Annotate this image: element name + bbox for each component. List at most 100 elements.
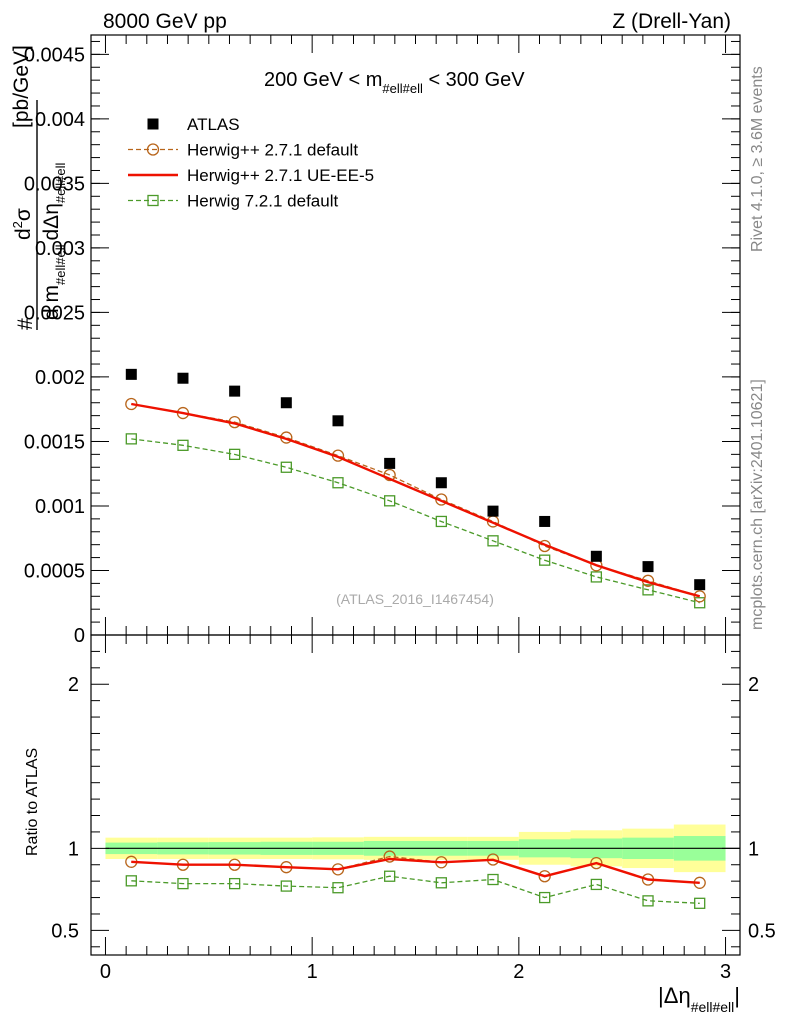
ratio-xtick-label: 2 xyxy=(513,961,524,983)
main-ytick-label: 0 xyxy=(74,625,85,647)
ratio-ytick-label-right: 1 xyxy=(748,838,759,860)
series-atlas xyxy=(125,368,706,591)
data-point-herwig-7-2-1-default xyxy=(384,495,396,507)
legend-marker xyxy=(147,194,159,207)
main-axes: 0 0.0005 0.001 0.0015 0.002 0.0025 0.003 0.0035… xyxy=(24,35,740,647)
data-point-atlas xyxy=(694,579,706,591)
ratio-series-herwig-2-7-1-ue-ee-5 xyxy=(131,857,700,884)
data-point-atlas xyxy=(384,457,396,469)
ratio-point-herwig-7-2-1-default xyxy=(590,878,603,891)
ratio-point-herwig-7-2-1-default xyxy=(332,882,344,894)
ratio-point-herwig-7-2-1-default xyxy=(642,895,654,907)
header-right-label: Z (Drell-Yan) xyxy=(612,10,731,33)
main-marks xyxy=(125,368,706,609)
main-title-sub: #ell#ell xyxy=(382,81,423,96)
series-line-herwig-2-7-1-ue-ee-5 xyxy=(131,402,701,598)
data-point-herwig-7-2-1-default xyxy=(177,439,189,451)
ratio-panel: 0.5 0.5 1 1 2 2 0 1 2 3 Ratio to ATLAS |Δη#ell#el… xyxy=(24,634,776,1015)
data-point-herwig-7-2-1-default xyxy=(539,554,551,566)
data-point-herwig-7-2-1-default xyxy=(694,597,706,609)
data-point-herwig-2-7-1-default xyxy=(693,590,706,603)
data-point-herwig-7-2-1-default xyxy=(590,571,603,583)
main-ytick-label: 0.0005 xyxy=(24,560,85,582)
series-herwig-2-7-1-ue-ee-5 xyxy=(131,402,701,598)
mcplots-label: mcplots.cern.ch [arXiv:2401.10621] xyxy=(749,379,766,630)
series-herwig-7-2-1-default xyxy=(125,433,706,609)
data-point-herwig-7-2-1-default xyxy=(642,584,654,596)
ratio-xtick-label: 3 xyxy=(720,961,731,983)
data-point-herwig-2-7-1-default xyxy=(383,468,396,482)
main-panel: 0 0.0005 0.001 0.0015 0.002 0.0025 0.003 0.0035… xyxy=(10,34,741,647)
data-point-atlas xyxy=(229,385,241,397)
ratio-ytick-label-right: 2 xyxy=(748,674,759,696)
data-point-herwig-7-2-1-default xyxy=(125,433,137,445)
data-point-atlas xyxy=(642,561,654,573)
main-ytick-label: 0.002 xyxy=(35,367,85,389)
legend-label: Herwig 7.2.1 default xyxy=(187,192,338,211)
main-title-tail: < 300 GeV xyxy=(423,69,525,91)
main-ytick-label: 0.0045 xyxy=(24,44,85,66)
ratio-line-herwig-7-2-1-default xyxy=(131,875,700,904)
legend-marker xyxy=(146,143,160,156)
main-ytick-label: 0.003 xyxy=(35,238,85,260)
analysis-id-label: (ATLAS_2016_I1467454) xyxy=(336,591,494,607)
ratio-xtick-label: 0 xyxy=(100,961,111,983)
data-point-atlas xyxy=(435,477,447,489)
ratio-axes: 0.5 0.5 1 1 2 2 0 1 2 3 xyxy=(51,635,776,983)
ratio-ytick-label: 1 xyxy=(68,838,79,860)
ylabel-units: [pb/GeV] xyxy=(10,45,33,128)
ratio-point-herwig-7-2-1-default xyxy=(177,877,189,890)
ratio-xtick-label: 1 xyxy=(307,961,318,983)
data-point-atlas xyxy=(332,415,344,427)
data-point-herwig-7-2-1-default xyxy=(332,477,344,489)
ratio-point-herwig-7-2-1-default xyxy=(694,897,706,909)
legend-entry-herwig-2-7-1-ue-ee-5: Herwig++ 2.7.1 UE-EE-5 xyxy=(128,166,374,185)
legend-label: Herwig++ 2.7.1 UE-EE-5 xyxy=(187,166,374,185)
data-point-atlas xyxy=(590,550,602,562)
series-line-herwig-2-7-1-default xyxy=(131,403,700,597)
main-ytick-label: 0.0025 xyxy=(24,302,85,324)
data-point-atlas xyxy=(125,368,137,380)
data-point-atlas xyxy=(539,515,551,527)
ratio-point-herwig-7-2-1-default xyxy=(280,880,292,892)
data-point-herwig-7-2-1-default xyxy=(487,535,499,547)
main-ytick-label: 0.001 xyxy=(35,496,85,518)
legend-label: ATLAS xyxy=(187,115,240,134)
main-ytick-label: 0.0035 xyxy=(24,173,85,195)
ratio-ytick-label: 0.5 xyxy=(51,920,79,942)
ratio-xlabel: |Δη#ell#ell| xyxy=(658,983,740,1015)
main-ytick-label: 0.004 xyxy=(35,109,85,131)
ratio-series-herwig-7-2-1-default xyxy=(125,870,706,909)
ratio-ytick-label: 2 xyxy=(68,674,79,696)
ratio-point-herwig-2-7-1-default xyxy=(538,870,551,883)
legend-entry-herwig-7-2-1-default: Herwig 7.2.1 default xyxy=(128,192,338,211)
ratio-ylabel: Ratio to ATLAS xyxy=(24,748,41,856)
rivet-version-label: Rivet 4.1.0, ≥ 3.6M events xyxy=(749,66,766,252)
data-point-herwig-7-2-1-default xyxy=(435,515,447,528)
ratio-point-herwig-7-2-1-default xyxy=(384,870,396,882)
ylabel-hash: # xyxy=(14,318,37,330)
ylabel-numerator: d2σ xyxy=(10,208,35,240)
ratio-point-herwig-2-7-1-default xyxy=(590,856,603,870)
data-point-atlas xyxy=(487,505,499,517)
legend-marker xyxy=(147,118,159,130)
main-ytick-label: 0.0015 xyxy=(24,431,85,453)
ratio-point-herwig-7-2-1-default xyxy=(435,877,447,889)
ratio-marks xyxy=(125,850,706,909)
ratio-ytick-label-right: 0.5 xyxy=(748,920,776,942)
ratio-point-herwig-7-2-1-default xyxy=(539,891,551,904)
ratio-point-herwig-7-2-1-default xyxy=(487,873,499,886)
ratio-frame xyxy=(90,634,741,956)
series-line-herwig-7-2-1-default xyxy=(131,438,700,604)
data-point-herwig-7-2-1-default xyxy=(228,448,241,461)
ylabel-denominator: d m#ell#elldΔη#ell#ell xyxy=(40,163,68,320)
data-point-atlas xyxy=(177,372,189,384)
data-point-herwig-7-2-1-default xyxy=(280,461,292,473)
ratio-point-herwig-2-7-1-default xyxy=(383,850,396,863)
ratio-line-herwig-2-7-1-ue-ee-5 xyxy=(131,857,700,884)
legend-entry-atlas: ATLAS xyxy=(147,115,240,134)
ratio-point-herwig-7-2-1-default xyxy=(228,877,241,890)
ratio-point-herwig-7-2-1-default xyxy=(125,875,137,887)
legend: ATLAS Herwig++ 2.7.1 default Herwig++ 2.7.… xyxy=(128,115,374,211)
